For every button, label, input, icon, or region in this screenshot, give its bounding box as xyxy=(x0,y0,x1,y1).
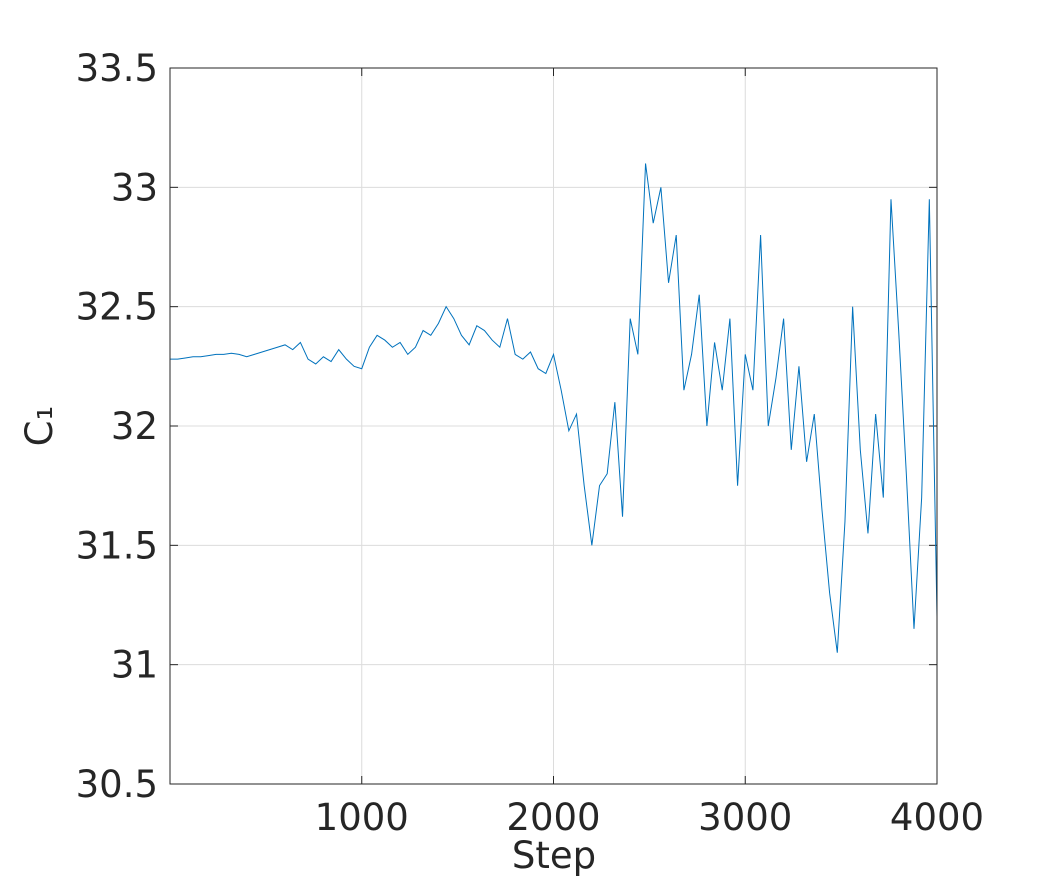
y-tick-label: 31 xyxy=(111,644,158,687)
x-tick-label: 3000 xyxy=(698,796,792,839)
x-tick-label: 1000 xyxy=(315,796,409,839)
x-tick-label: 2000 xyxy=(506,796,600,839)
plot-frame xyxy=(169,67,938,785)
y-tick-label: 31.5 xyxy=(76,524,158,567)
y-tick-label: 33.5 xyxy=(76,47,158,90)
x-tick-label: 4000 xyxy=(890,796,984,839)
x-axis-label: Step xyxy=(512,834,596,877)
y-axis-label: C₁ xyxy=(18,406,61,447)
y-tick-label: 30.5 xyxy=(76,763,158,806)
y-tick-label: 32.5 xyxy=(76,286,158,329)
y-tick-label: 33 xyxy=(111,166,158,209)
y-tick-label: 32 xyxy=(111,405,158,448)
data-line xyxy=(170,163,938,653)
